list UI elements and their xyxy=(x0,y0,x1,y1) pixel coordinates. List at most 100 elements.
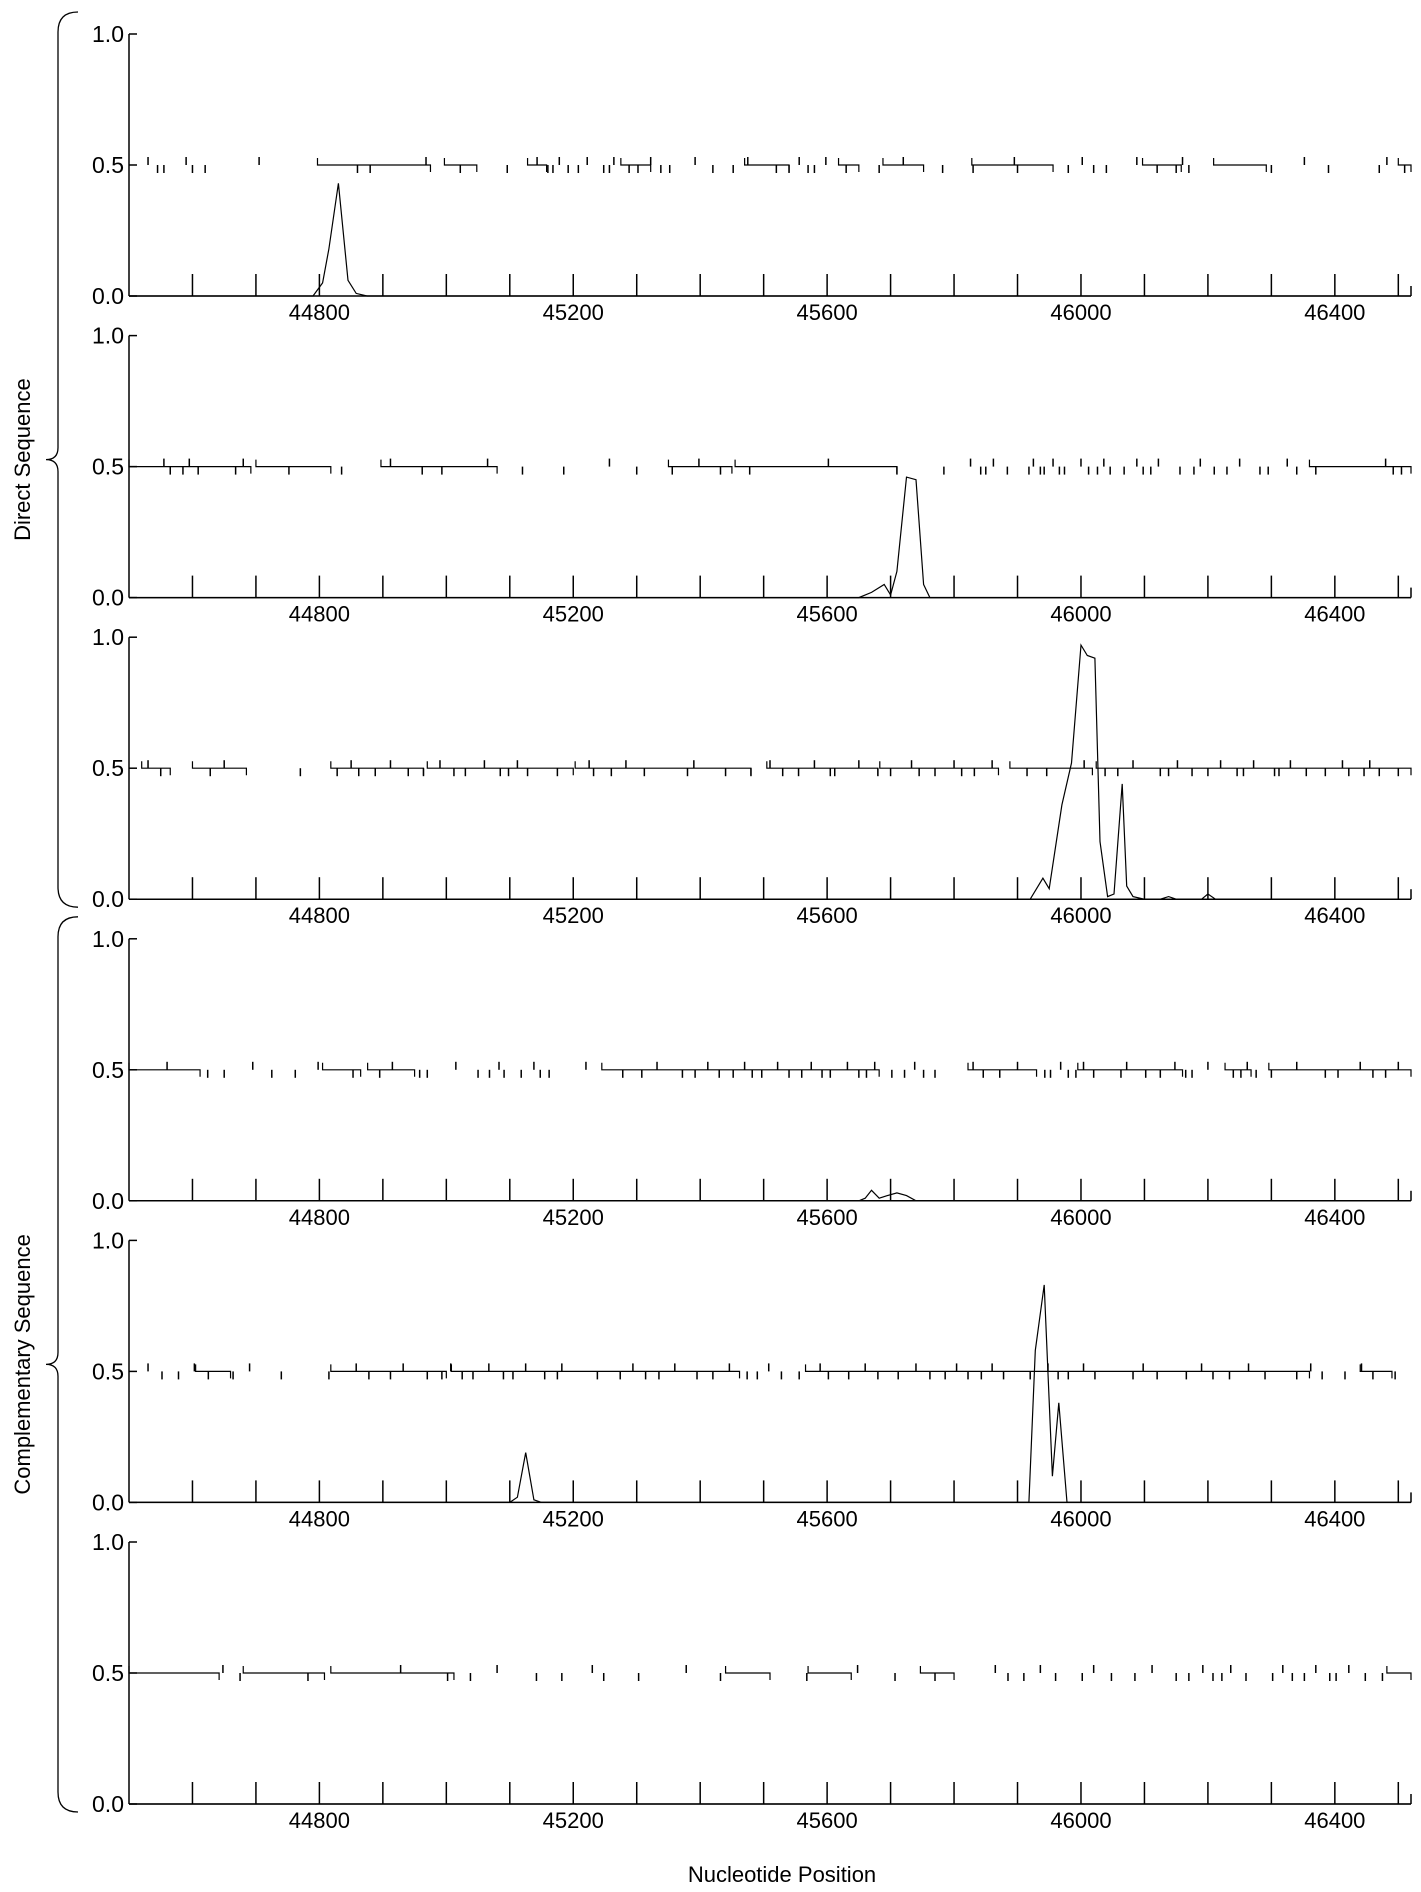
panel-2: 0.0 0.5 1.0 44800 45200 45600 46000 46400 xyxy=(92,323,1412,627)
orf-segment xyxy=(330,1364,447,1379)
orf-segment xyxy=(601,1062,880,1077)
orf-segment xyxy=(734,459,898,474)
orf-segment xyxy=(667,459,733,474)
x-tick-label: 45600 xyxy=(797,1808,858,1833)
group-label-1: Direct Sequence xyxy=(10,378,35,541)
x-tick-label: 46400 xyxy=(1304,602,1365,627)
y-tick-label: 0.5 xyxy=(92,1660,124,1686)
orf-segment xyxy=(191,761,248,776)
y-tick-label: 0.0 xyxy=(92,585,124,611)
panel-6: 0.0 0.5 1.0 44800 45200 45600 46000 46400 xyxy=(92,1529,1412,1833)
x-tick-label: 45200 xyxy=(543,903,604,928)
y-tick-label: 0.0 xyxy=(92,886,124,912)
orf-segment xyxy=(1268,1062,1412,1077)
orf-segment xyxy=(141,761,171,776)
orf-segment xyxy=(1009,761,1093,776)
x-tick-label: 46000 xyxy=(1050,1506,1111,1531)
orf-segment xyxy=(879,761,1000,776)
orf-segment xyxy=(330,761,425,776)
coding-potential-line xyxy=(129,183,1411,297)
y-tick-label: 0.5 xyxy=(92,755,124,781)
orf-segment xyxy=(766,761,879,776)
y-tick-label: 1.0 xyxy=(92,323,124,349)
y-tick-label: 0.0 xyxy=(92,1489,124,1515)
x-tick-label: 45200 xyxy=(543,300,604,325)
x-tick-label: 44800 xyxy=(289,1808,350,1833)
x-tick-label: 44800 xyxy=(289,300,350,325)
orf-segment xyxy=(1213,158,1267,172)
orf-segment xyxy=(321,1062,362,1077)
y-tick-label: 1.0 xyxy=(92,1529,124,1555)
y-tick-label: 0.5 xyxy=(92,152,124,178)
orf-segment xyxy=(967,1062,1038,1077)
coding-potential-line xyxy=(129,476,1411,599)
orf-segment xyxy=(1308,459,1412,474)
orf-segment xyxy=(330,1666,455,1680)
panel-4: 0.0 0.5 1.0 44800 45200 45600 46000 46400 xyxy=(92,926,1412,1230)
x-tick-label: 44800 xyxy=(289,1506,350,1531)
orf-segment xyxy=(1359,1364,1393,1379)
orf-segment xyxy=(316,158,432,172)
orf-segment xyxy=(744,158,790,172)
x-tick-label: 45600 xyxy=(797,903,858,928)
x-tick-label: 44800 xyxy=(289,602,350,627)
x-tick-label: 46000 xyxy=(1050,1808,1111,1833)
y-tick-label: 0.0 xyxy=(92,283,124,309)
coding-potential-line xyxy=(129,1284,1411,1504)
x-tick-label: 44800 xyxy=(289,903,350,928)
coding-potential-line xyxy=(129,1189,1411,1202)
orf-segment xyxy=(1141,158,1182,172)
orf-segment xyxy=(620,158,652,172)
chart-panels: 0.0 0.5 1.0 44800 45200 45600 46000 46400 0.0 0.5… xyxy=(92,21,1412,1833)
y-tick-label: 0.5 xyxy=(92,1057,124,1083)
orf-segment xyxy=(837,158,860,172)
y-tick-label: 1.0 xyxy=(92,21,124,47)
orf-segment xyxy=(195,1364,232,1379)
x-tick-label: 46400 xyxy=(1304,300,1365,325)
x-tick-label: 45600 xyxy=(797,1506,858,1531)
x-tick-label: 46400 xyxy=(1304,1205,1365,1230)
y-tick-label: 0.5 xyxy=(92,1358,124,1384)
y-tick-label: 1.0 xyxy=(92,926,124,952)
orf-segment xyxy=(242,1666,326,1680)
x-tick-label: 45200 xyxy=(543,1506,604,1531)
x-tick-label: 45600 xyxy=(797,602,858,627)
orf-segment xyxy=(1077,1062,1184,1077)
orf-segment xyxy=(919,1666,955,1680)
x-tick-label: 46000 xyxy=(1050,1205,1111,1230)
x-tick-label: 46000 xyxy=(1050,602,1111,627)
orf-segment xyxy=(128,1062,201,1077)
x-tick-label: 45200 xyxy=(543,1205,604,1230)
panel-1: 0.0 0.5 1.0 44800 45200 45600 46000 46400 xyxy=(92,21,1412,325)
y-tick-label: 1.0 xyxy=(92,624,124,650)
orf-segment xyxy=(1386,1666,1412,1680)
x-tick-label: 46000 xyxy=(1050,300,1111,325)
group-braces: Direct Sequence Complementary Sequence xyxy=(10,11,79,1813)
x-tick-label: 46400 xyxy=(1304,903,1365,928)
orf-segment xyxy=(128,1666,220,1680)
x-tick-label: 45200 xyxy=(543,602,604,627)
group-brace-2 xyxy=(45,916,79,1813)
orf-segment xyxy=(724,1666,771,1680)
y-tick-label: 1.0 xyxy=(92,1227,124,1253)
y-tick-label: 0.5 xyxy=(92,454,124,480)
orf-segment xyxy=(367,1062,416,1077)
orf-segment xyxy=(380,459,498,474)
orf-segment xyxy=(574,761,752,776)
group-label-2: Complementary Sequence xyxy=(10,1234,35,1494)
x-tick-label: 45600 xyxy=(797,300,858,325)
coding-potential-line xyxy=(129,643,1411,900)
x-tick-label: 44800 xyxy=(289,1205,350,1230)
x-tick-label: 46400 xyxy=(1304,1506,1365,1531)
x-tick-label: 46400 xyxy=(1304,1808,1365,1833)
group-brace-1 xyxy=(45,11,79,908)
x-tick-label: 45200 xyxy=(543,1808,604,1833)
x-tick-label: 45600 xyxy=(797,1205,858,1230)
y-tick-label: 0.0 xyxy=(92,1188,124,1214)
panel-5: 0.0 0.5 1.0 44800 45200 45600 46000 46400 xyxy=(92,1227,1412,1531)
panel-3: 0.0 0.5 1.0 44800 45200 45600 46000 46400 xyxy=(92,624,1412,928)
x-axis-label: Nucleotide Position xyxy=(688,1862,876,1887)
y-tick-label: 0.0 xyxy=(92,1791,124,1817)
orf-segment xyxy=(807,1666,852,1680)
